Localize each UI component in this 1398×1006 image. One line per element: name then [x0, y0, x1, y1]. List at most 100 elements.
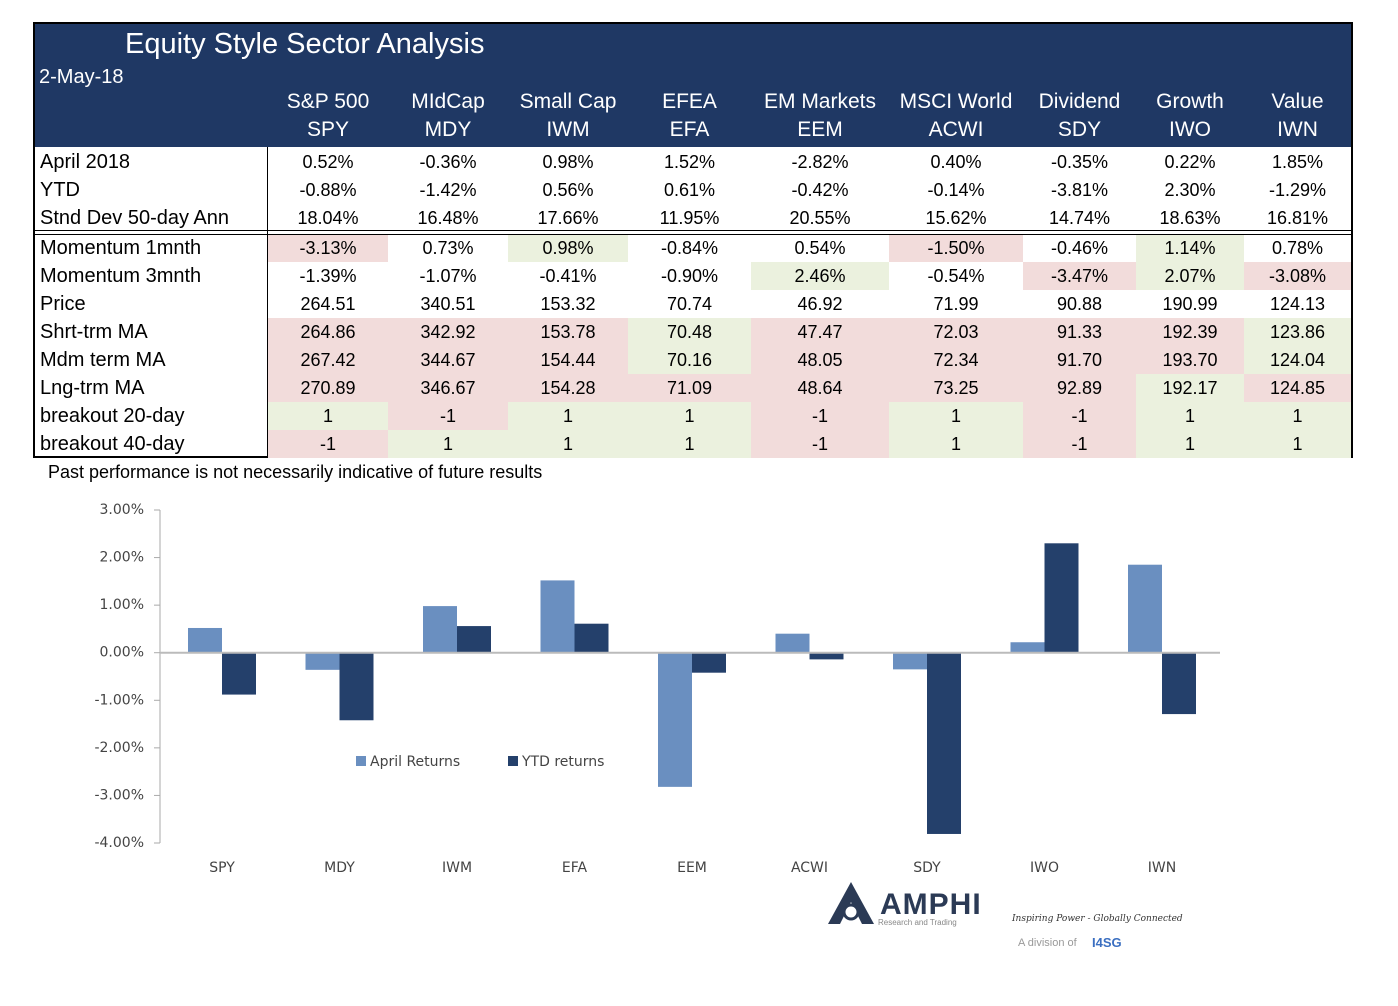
bar [222, 652, 256, 695]
table-cell: 1 [508, 430, 628, 458]
logo-division: A division of [1018, 937, 1077, 949]
table-cell: 1 [889, 402, 1023, 430]
x-tick-label: EFA [562, 860, 588, 876]
table-cell: 1 [628, 430, 751, 458]
legend-label: April Returns [370, 754, 460, 770]
table-cell: 153.32 [540, 294, 596, 314]
table-cell: 18.63% [1159, 208, 1221, 228]
table-cell: -1.07% [419, 266, 477, 286]
table-cell: -1 [751, 430, 889, 458]
bar [927, 652, 961, 834]
table-cell: 264.51 [300, 294, 356, 314]
table-cell: 17.66% [537, 208, 599, 228]
column-name: Growth [1156, 90, 1224, 113]
column-ticker: EEM [797, 118, 843, 141]
table-cell: -1 [751, 402, 889, 430]
table-cell: -3.13% [268, 234, 388, 262]
logo-subtitle: Research and Trading [878, 918, 957, 927]
title: Equity Style Sector Analysis [125, 28, 485, 60]
column-name: Value [1271, 90, 1324, 113]
column-ticker: EFA [669, 118, 710, 141]
x-tick-label: MDY [324, 860, 355, 876]
column-name: S&P 500 [286, 90, 370, 113]
date: 2-May-18 [39, 66, 124, 88]
row-separator [35, 230, 1351, 235]
x-tick-label: IWN [1148, 860, 1176, 876]
table-cell: 0.61% [663, 180, 716, 200]
table-cell: 270.89 [268, 374, 388, 402]
x-tick-label: SDY [913, 860, 941, 876]
logo-tagline: Inspiring Power - Globally Connected [1012, 914, 1183, 924]
table-cell: 47.47 [751, 318, 889, 346]
table-cell: 2.30% [1164, 180, 1216, 200]
table-cell: 2.07% [1136, 262, 1244, 290]
table-cell: 340.51 [420, 294, 476, 314]
column-name: Small Cap [519, 90, 617, 113]
table-cell: 0.52% [302, 152, 354, 172]
table-cell: 1.14% [1136, 234, 1244, 262]
table-cell: 154.44 [508, 346, 628, 374]
table-cell: -3.08% [1244, 262, 1351, 290]
table-cell: -0.41% [539, 266, 597, 286]
table-cell: -1.50% [889, 234, 1023, 262]
x-tick-label: EEM [677, 860, 707, 876]
table-header [35, 24, 1351, 147]
y-tick-label: 1.00% [100, 597, 144, 613]
bar [305, 652, 340, 670]
table-cell: 154.28 [508, 374, 628, 402]
column-ticker: IWO [1169, 118, 1211, 141]
table-cell: -0.84% [660, 238, 719, 258]
table-cell: 1 [1244, 402, 1351, 430]
table-cell: 92.89 [1023, 374, 1136, 402]
y-tick-label: 3.00% [100, 502, 144, 518]
bar [775, 633, 810, 653]
x-tick-label: SPY [209, 860, 235, 876]
table-cell: 264.86 [268, 318, 388, 346]
table-cell: 0.56% [542, 180, 594, 200]
table-cell: 124.04 [1244, 346, 1351, 374]
column-ticker: IWM [546, 118, 590, 141]
table-cell: 1 [1136, 402, 1244, 430]
column-name: EM Markets [763, 90, 876, 113]
column-ticker: SDY [1057, 118, 1102, 141]
table: Equity Style Sector Analysis 2-May-18 S&… [33, 22, 1353, 458]
table-cell: 72.03 [889, 318, 1023, 346]
table-cell: 0.40% [930, 152, 982, 172]
y-tick-label: -2.00% [94, 740, 144, 756]
row-label: Stnd Dev 50-day Ann [40, 207, 230, 229]
table-cell: 190.99 [1162, 294, 1218, 314]
table-cell: 70.16 [628, 346, 751, 374]
row-label: Mdm term MA [40, 349, 166, 371]
table-cell: -0.36% [419, 152, 477, 172]
table-cell: -1.39% [299, 266, 357, 286]
row-label: Momentum 1mnth [40, 237, 202, 259]
bar [540, 580, 575, 653]
table-cell: 70.48 [628, 318, 751, 346]
table-cell: 48.05 [751, 346, 889, 374]
table-cell: 2.46% [751, 262, 889, 290]
column-ticker: IWN [1277, 118, 1318, 141]
table-cell: 123.86 [1244, 318, 1351, 346]
table-cell: 1.85% [1271, 152, 1324, 172]
row-label: YTD [40, 179, 80, 201]
table-cell: -0.90% [660, 266, 719, 286]
bar [809, 652, 844, 660]
table-cell: 124.13 [1269, 294, 1326, 314]
table-cell: 193.70 [1136, 346, 1244, 374]
table-cell: 0.22% [1164, 152, 1216, 172]
bar [893, 652, 927, 670]
table-cell: 16.48% [417, 208, 479, 228]
bar [457, 626, 491, 653]
y-tick-label: -1.00% [94, 692, 144, 708]
column-ticker: ACWI [928, 118, 984, 141]
bar [1044, 543, 1079, 653]
column-name: MSCI World [899, 90, 1013, 113]
bar [188, 627, 222, 653]
table-cell: 346.67 [388, 374, 508, 402]
column-name: MIdCap [411, 90, 485, 113]
table-cell: 70.74 [666, 294, 713, 314]
logo-icon [828, 882, 874, 924]
table-cell: 153.78 [508, 318, 628, 346]
table-cell: -1.42% [419, 180, 477, 200]
